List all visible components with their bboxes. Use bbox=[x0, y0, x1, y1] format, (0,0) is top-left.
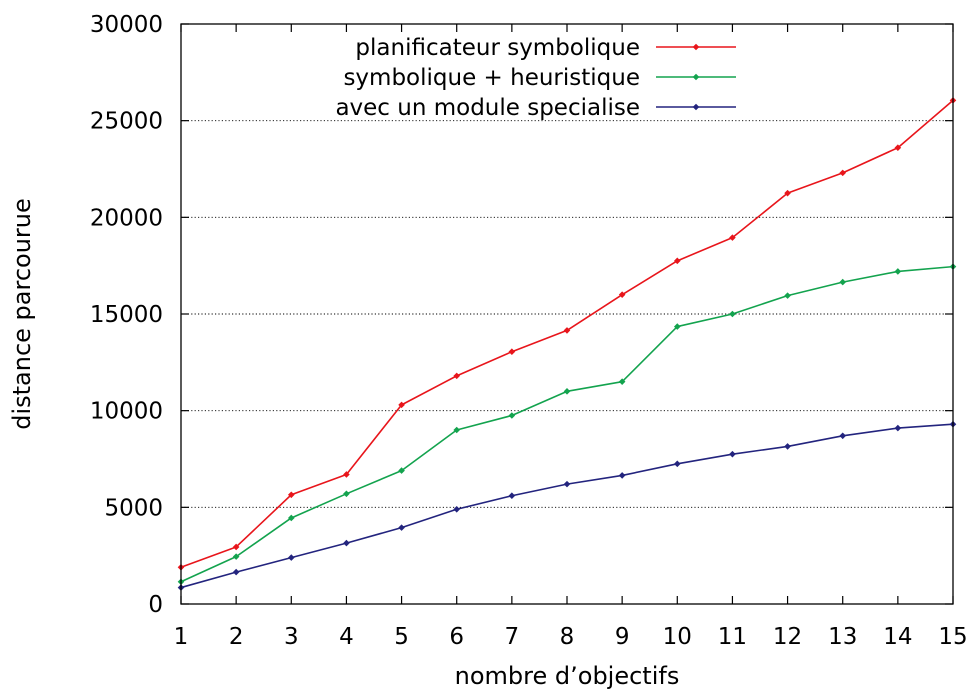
series-1-point-9 bbox=[618, 291, 626, 298]
y-tick-label-2: 10000 bbox=[90, 399, 163, 425]
series-3-point-6 bbox=[453, 505, 461, 513]
x-tick-label-10: 11 bbox=[718, 624, 747, 650]
series-1-point-2 bbox=[232, 543, 240, 551]
series-1-point-10 bbox=[673, 257, 681, 265]
series-2-point-7 bbox=[508, 412, 516, 419]
x-tick-label-11: 12 bbox=[773, 624, 802, 650]
y-tick-label-5: 25000 bbox=[90, 109, 163, 135]
x-tick-label-14: 15 bbox=[938, 624, 967, 650]
series-3-point-4 bbox=[343, 539, 350, 547]
y-tick-label-4: 20000 bbox=[90, 205, 163, 231]
series-1-point-13 bbox=[839, 169, 847, 177]
series-2-point-10 bbox=[673, 323, 681, 330]
x-tick-label-2: 3 bbox=[284, 624, 299, 650]
legend-label-1: planificateur symbolique bbox=[355, 35, 640, 61]
legend-swatch-marker-2 bbox=[692, 73, 700, 81]
x-tick-label-4: 5 bbox=[394, 624, 409, 650]
series-1-point-11 bbox=[729, 234, 736, 241]
x-tick-label-5: 6 bbox=[449, 624, 464, 650]
series-3-point-9 bbox=[618, 472, 626, 479]
x-tick-label-6: 7 bbox=[505, 624, 520, 650]
legend-swatch-marker-3 bbox=[692, 103, 700, 111]
series-3-point-5 bbox=[398, 524, 405, 531]
series-2-point-6 bbox=[453, 426, 461, 434]
axis-ticks bbox=[180, 23, 954, 605]
y-axis-title: distance parcourue bbox=[8, 198, 36, 430]
series-2-point-5 bbox=[398, 467, 405, 474]
legend-swatch-marker-1 bbox=[692, 43, 700, 51]
y-axis-tick-labels: 0 5000 10000 15000 20000 25000 30000 bbox=[90, 12, 163, 618]
series-2-point-2 bbox=[232, 553, 240, 560]
x-tick-label-12: 13 bbox=[828, 624, 857, 650]
series-3-point-14 bbox=[894, 424, 902, 432]
y-tick-label-6: 30000 bbox=[90, 12, 163, 38]
series-2-point-4 bbox=[343, 490, 350, 498]
series-1-point-3 bbox=[287, 491, 295, 499]
x-tick-label-7: 8 bbox=[560, 624, 575, 650]
series-1-point-5 bbox=[398, 401, 405, 409]
grid-lines bbox=[181, 120, 953, 508]
series-1-point-6 bbox=[453, 372, 461, 380]
legend-label-3: avec un module specialise bbox=[335, 95, 640, 121]
x-tick-label-13: 14 bbox=[883, 624, 912, 650]
series-2-point-12 bbox=[784, 292, 791, 299]
legend-label-2: symbolique + heuristique bbox=[343, 65, 640, 91]
series-2 bbox=[177, 263, 957, 586]
y-tick-label-1: 5000 bbox=[104, 495, 163, 521]
series-2-point-11 bbox=[729, 310, 736, 318]
series-2-point-3 bbox=[287, 514, 295, 522]
series-1-point-8 bbox=[563, 327, 571, 334]
series-2-point-13 bbox=[839, 278, 847, 286]
x-tick-label-9: 10 bbox=[663, 624, 692, 650]
series-3-point-2 bbox=[232, 568, 240, 576]
series-2-point-8 bbox=[563, 388, 571, 395]
series-3-point-7 bbox=[508, 492, 516, 500]
series-3-point-8 bbox=[563, 480, 571, 488]
x-axis-title: nombre d’objectifs bbox=[455, 662, 680, 690]
series-3-point-3 bbox=[287, 554, 295, 561]
series-3-point-11 bbox=[729, 450, 736, 458]
x-tick-label-0: 1 bbox=[174, 624, 189, 650]
series-1-point-12 bbox=[784, 189, 791, 197]
x-tick-label-8: 9 bbox=[615, 624, 630, 650]
y-tick-label-0: 0 bbox=[148, 592, 163, 618]
series-3 bbox=[177, 420, 957, 591]
x-tick-label-1: 2 bbox=[229, 624, 244, 650]
legend: planificateur symbolique symbolique + heu… bbox=[335, 35, 736, 121]
series-3-line bbox=[180, 423, 954, 589]
series-1-line bbox=[180, 99, 954, 569]
series-3-point-10 bbox=[673, 460, 681, 468]
y-tick-label-3: 15000 bbox=[90, 302, 163, 328]
x-tick-label-3: 4 bbox=[339, 624, 354, 650]
x-axis-tick-labels: 1 2 3 4 5 6 7 8 9 10 11 12 13 14 15 bbox=[174, 624, 968, 650]
series-1-point-7 bbox=[508, 348, 516, 355]
series-1-point-14 bbox=[894, 144, 902, 152]
series-2-point-9 bbox=[618, 378, 626, 385]
series-1-point-4 bbox=[343, 471, 350, 478]
series-1 bbox=[177, 97, 957, 571]
series-lines bbox=[177, 97, 957, 591]
series-3-point-12 bbox=[784, 443, 791, 450]
series-2-point-14 bbox=[894, 268, 902, 275]
series-3-point-13 bbox=[839, 432, 847, 440]
